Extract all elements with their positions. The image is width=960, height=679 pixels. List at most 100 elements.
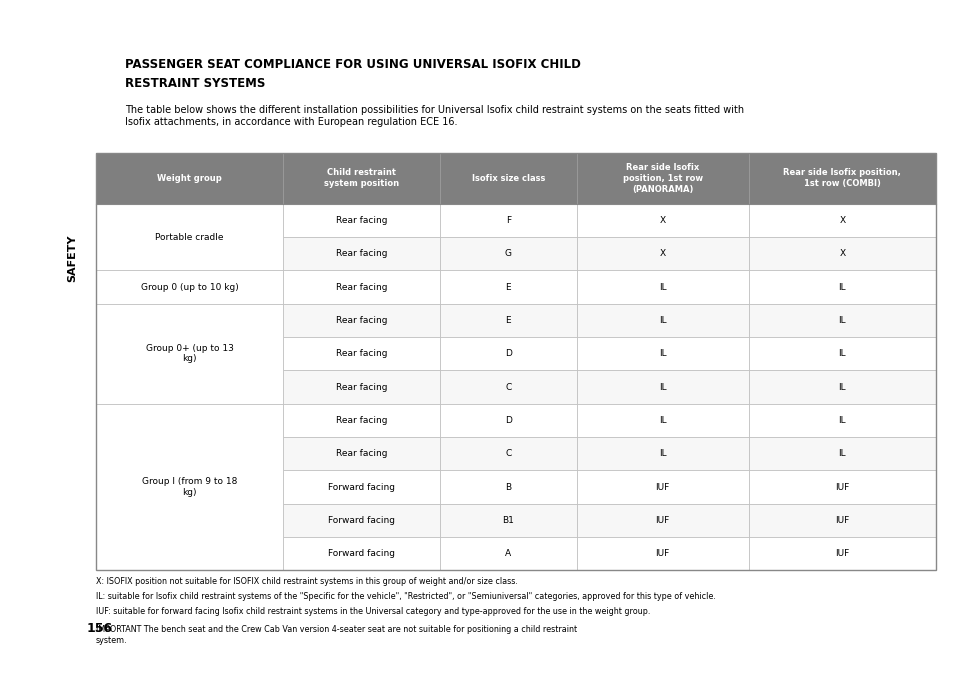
Bar (283, 537, 440, 570)
Bar (577, 404, 749, 437)
Text: D: D (505, 416, 512, 425)
Bar (749, 237, 936, 270)
Text: C: C (505, 382, 512, 392)
Text: Rear side Isofix position,
1st row (COMBI): Rear side Isofix position, 1st row (COMB… (783, 168, 901, 188)
Text: E: E (506, 282, 512, 291)
Text: IL: suitable for Isofix child restraint systems of the "Specific for the vehicle: IL: suitable for Isofix child restraint … (96, 592, 716, 601)
Text: IL: IL (839, 316, 846, 325)
Bar (749, 504, 936, 537)
Bar (96, 270, 283, 304)
Text: Weight group: Weight group (157, 174, 222, 183)
Text: IUF: IUF (835, 549, 850, 558)
Bar (283, 304, 440, 337)
Text: X: ISOFIX position not suitable for ISOFIX child restraint systems in this group: X: ISOFIX position not suitable for ISOF… (96, 577, 517, 586)
Text: Group I (from 9 to 18
kg): Group I (from 9 to 18 kg) (142, 477, 237, 497)
Text: IUF: IUF (656, 483, 670, 492)
Text: IL: IL (839, 349, 846, 359)
Bar (440, 504, 577, 537)
Text: IL: IL (659, 349, 666, 359)
Bar (96, 404, 283, 570)
Text: Group 0+ (up to 13
kg): Group 0+ (up to 13 kg) (146, 344, 233, 363)
Text: SAFETY: SAFETY (67, 234, 77, 282)
Bar (283, 437, 440, 471)
Text: IL: IL (839, 416, 846, 425)
Bar (283, 153, 440, 204)
Bar (96, 304, 283, 404)
Text: B1: B1 (502, 516, 515, 525)
Bar (440, 537, 577, 570)
Text: Forward facing: Forward facing (328, 516, 396, 525)
Bar (440, 471, 577, 504)
Text: IUF: IUF (656, 516, 670, 525)
Text: X: X (660, 216, 666, 225)
Bar (577, 337, 749, 370)
Text: X: X (660, 249, 666, 258)
Text: IL: IL (839, 282, 846, 291)
Bar (283, 370, 440, 404)
Bar (283, 504, 440, 537)
Bar (749, 437, 936, 471)
Bar (283, 237, 440, 270)
Text: X: X (839, 216, 846, 225)
Bar (577, 504, 749, 537)
Text: IL: IL (839, 382, 846, 392)
Bar (577, 437, 749, 471)
Bar (577, 204, 749, 237)
Bar (440, 237, 577, 270)
Text: The table below shows the different installation possibilities for Universal Iso: The table below shows the different inst… (125, 105, 744, 127)
Bar (577, 304, 749, 337)
Text: IUF: IUF (835, 516, 850, 525)
Text: IL: IL (659, 282, 666, 291)
Bar (577, 370, 749, 404)
Text: B: B (505, 483, 512, 492)
Bar (440, 304, 577, 337)
Bar (96, 153, 283, 204)
Text: Rear facing: Rear facing (336, 382, 388, 392)
Bar (749, 337, 936, 370)
Bar (283, 270, 440, 304)
Text: Rear facing: Rear facing (336, 416, 388, 425)
Text: IL: IL (659, 382, 666, 392)
Bar (96, 153, 936, 570)
Bar (440, 204, 577, 237)
Bar (749, 304, 936, 337)
Text: Isofix size class: Isofix size class (471, 174, 545, 183)
Bar (749, 370, 936, 404)
Text: E: E (506, 316, 512, 325)
Bar (749, 153, 936, 204)
Text: Child restraint
system position: Child restraint system position (324, 168, 399, 188)
Text: Rear facing: Rear facing (336, 316, 388, 325)
Text: Forward facing: Forward facing (328, 483, 396, 492)
Bar (577, 471, 749, 504)
Text: IL: IL (659, 316, 666, 325)
Text: RESTRAINT SYSTEMS: RESTRAINT SYSTEMS (125, 77, 265, 90)
Bar (749, 404, 936, 437)
Text: 156: 156 (86, 622, 112, 635)
Text: IL: IL (659, 416, 666, 425)
Bar (577, 153, 749, 204)
Text: Forward facing: Forward facing (328, 549, 396, 558)
Text: G: G (505, 249, 512, 258)
Text: Rear facing: Rear facing (336, 349, 388, 359)
Bar (96, 204, 283, 270)
Bar (577, 237, 749, 270)
Text: IL: IL (839, 449, 846, 458)
Bar (749, 537, 936, 570)
Text: Rear facing: Rear facing (336, 216, 388, 225)
Bar (283, 471, 440, 504)
Text: IUF: IUF (656, 549, 670, 558)
Text: Rear facing: Rear facing (336, 249, 388, 258)
Text: IUF: IUF (835, 483, 850, 492)
Text: Rear facing: Rear facing (336, 282, 388, 291)
Bar (440, 437, 577, 471)
Bar (577, 537, 749, 570)
Text: X: X (839, 249, 846, 258)
Bar (440, 404, 577, 437)
Text: A: A (505, 549, 512, 558)
Bar (749, 270, 936, 304)
Text: IUF: suitable for forward facing Isofix child restraint systems in the Universal: IUF: suitable for forward facing Isofix … (96, 607, 650, 616)
Bar (440, 337, 577, 370)
Bar (749, 471, 936, 504)
Text: IMPORTANT The bench seat and the Crew Cab Van version 4-seater seat are not suit: IMPORTANT The bench seat and the Crew Ca… (96, 625, 577, 645)
Text: Rear facing: Rear facing (336, 449, 388, 458)
